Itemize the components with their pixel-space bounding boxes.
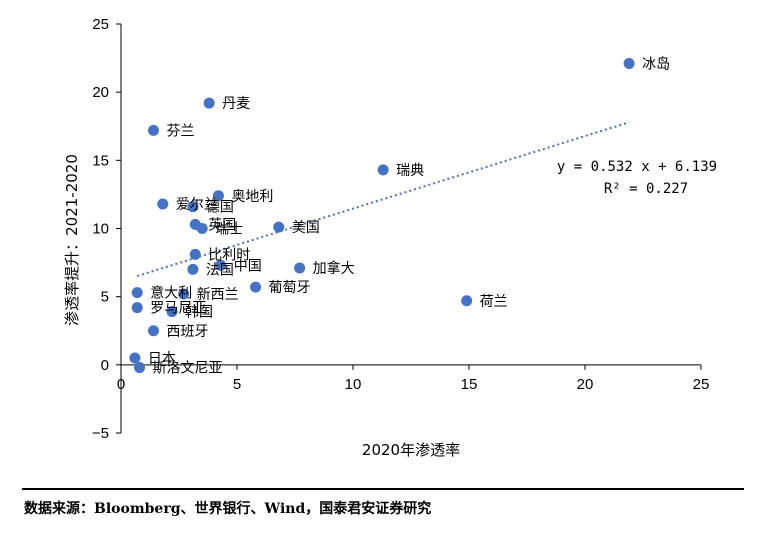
- y-tick-label: −5: [92, 425, 109, 442]
- data-point: [129, 352, 141, 364]
- y-tick-label: 20: [92, 84, 109, 101]
- data-point: [189, 248, 201, 260]
- x-tick-label: 0: [117, 376, 125, 393]
- data-point: [215, 259, 227, 271]
- source-divider: [22, 488, 744, 490]
- point-label: 芬兰: [166, 123, 194, 139]
- point-label: 瑞士: [215, 222, 243, 238]
- trend-equation: y = 0.532 x + 6.139: [557, 159, 717, 175]
- x-tick-label: 20: [577, 376, 594, 393]
- point-label: 意大利: [150, 285, 192, 302]
- data-point: [196, 223, 208, 234]
- y-axis-title: 渗透率提升：2021-2020: [63, 154, 81, 326]
- data-point: [377, 164, 389, 176]
- tick-labels: 0 5 10 15 20 25 25 20 15 10 5 0 −5: [92, 16, 709, 442]
- point-label: 西班牙: [166, 324, 208, 340]
- y-tick-label: 0: [101, 357, 109, 374]
- point-label: 法国: [206, 262, 234, 278]
- point-label: 德国: [206, 200, 234, 216]
- x-axis-title: 2020年渗透率: [362, 441, 460, 459]
- point-label: 斯洛文尼亚: [153, 361, 223, 377]
- data-point: [623, 58, 635, 70]
- x-tick-label: 15: [461, 376, 478, 393]
- point-label: 罗马尼亚: [150, 301, 206, 317]
- data-point: [250, 281, 262, 293]
- data-point: [294, 262, 306, 274]
- source-note: 数据来源：Bloomberg、世界银行、Wind，国泰君安证券研究: [24, 501, 432, 517]
- data-point: [134, 362, 146, 374]
- data-point: [131, 302, 143, 314]
- point-label: 奥地利: [231, 188, 273, 205]
- data-point: [147, 325, 159, 337]
- y-tick-label: 25: [92, 16, 109, 33]
- data-point: [187, 201, 199, 213]
- point-label: 冰岛: [642, 57, 670, 73]
- point-label: 葡萄牙: [269, 280, 311, 296]
- x-tick-label: 25: [693, 376, 710, 393]
- point-label: 瑞典: [396, 163, 424, 179]
- point-label: 丹麦: [222, 96, 250, 112]
- point-label: 爱尔兰: [176, 197, 218, 213]
- r-squared: R² = 0.227: [604, 181, 688, 197]
- point-label: 比利时: [208, 247, 250, 263]
- data-point: [187, 263, 199, 275]
- point-label: 美国: [292, 220, 320, 236]
- point-label: 中国: [234, 258, 262, 274]
- data-points: [129, 58, 635, 374]
- x-tick-label: 5: [233, 376, 241, 393]
- y-tick-label: 10: [92, 221, 109, 238]
- data-point: [157, 198, 169, 210]
- axes: [116, 23, 702, 434]
- point-label: 荷兰: [480, 294, 508, 310]
- y-tick-label: 5: [101, 289, 109, 306]
- data-point: [178, 288, 190, 300]
- data-point: [212, 190, 224, 202]
- data-point: [203, 97, 215, 109]
- point-label: 新西兰: [197, 287, 239, 303]
- data-point: [147, 124, 159, 136]
- data-point: [461, 295, 473, 307]
- data-point: [131, 287, 143, 299]
- point-label: 加拿大: [313, 260, 355, 277]
- point-label: 日本: [148, 351, 176, 367]
- point-label: 韩国: [185, 305, 213, 321]
- point-label: 英国: [208, 216, 236, 233]
- x-tick-label: 10: [345, 376, 362, 393]
- data-point: [273, 221, 285, 233]
- trendline: [136, 121, 630, 278]
- y-tick-label: 15: [92, 152, 109, 169]
- data-point: [166, 306, 178, 318]
